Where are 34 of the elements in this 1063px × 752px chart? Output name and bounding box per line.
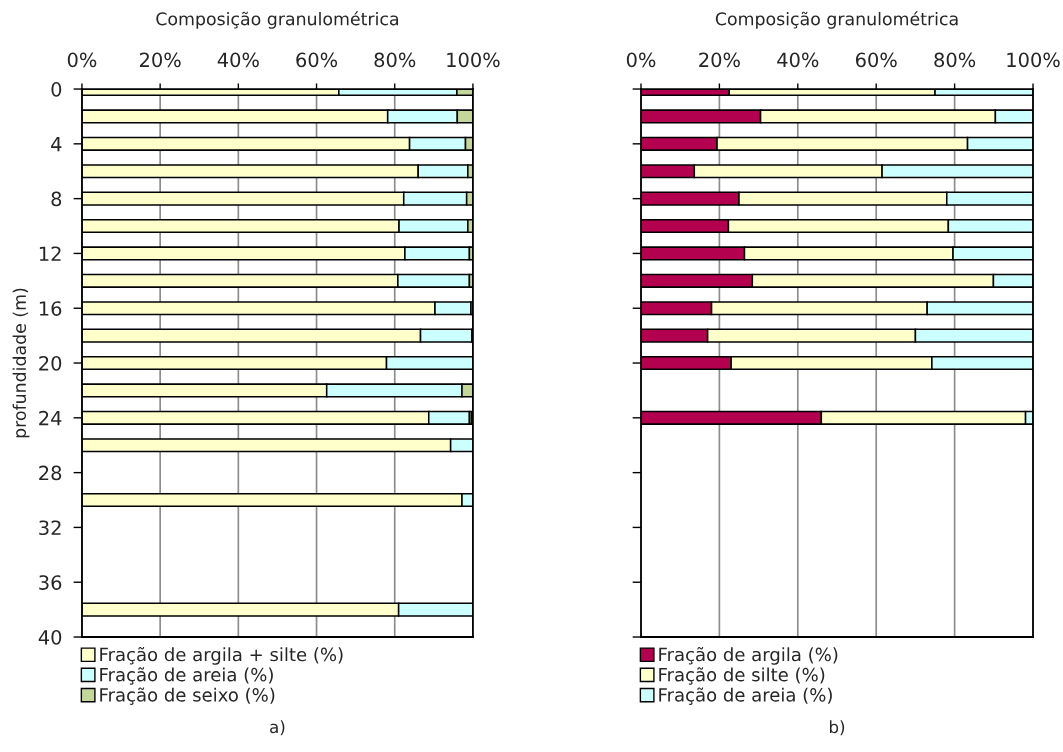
- x-tick-label: 60%: [855, 52, 897, 68]
- legend-label: Fração de seixo (%): [100, 687, 275, 705]
- y-tick-label: 32: [39, 520, 61, 536]
- y-tick-label: 0: [51, 81, 62, 97]
- x-tick-label: 20%: [699, 52, 740, 68]
- y-tick-label: 24: [39, 410, 62, 426]
- x-tick-label: 100%: [447, 52, 500, 68]
- legend-label: Fração de silte (%): [659, 667, 825, 685]
- y-tick-label: 20: [39, 355, 62, 371]
- y-tick-label: 8: [51, 191, 62, 207]
- legend-label: Fração de areia (%): [659, 687, 832, 705]
- x-tick-label: 80%: [934, 52, 976, 68]
- legend-label: Fração de argila (%): [659, 646, 838, 665]
- y-tick-label: 28: [39, 465, 62, 481]
- x-tick-label: 80%: [374, 52, 416, 68]
- x-tick-label: 40%: [217, 52, 259, 68]
- y-axis-title: profundidade (m): [12, 288, 30, 438]
- legend-label: Fração de argila + silte (%): [100, 646, 343, 665]
- legend-label: Fração de areia (%): [100, 667, 273, 685]
- y-tick-label: 4: [51, 137, 62, 152]
- chart-title: Composição granulométrica: [715, 11, 958, 29]
- x-tick-label: 20%: [139, 52, 181, 68]
- y-tick-label: 12: [39, 246, 61, 261]
- y-tick-label: 36: [39, 575, 62, 590]
- text: a): [270, 720, 285, 736]
- x-tick-label: 100%: [1007, 52, 1060, 68]
- text: b): [829, 720, 845, 736]
- x-tick-label: 40%: [777, 52, 819, 68]
- x-tick-label: 60%: [296, 52, 338, 68]
- x-tick-label: 0%: [626, 52, 656, 68]
- chart-title: Composição granulométrica: [156, 11, 399, 29]
- y-tick-label: 40: [38, 629, 62, 645]
- x-tick-label: 0%: [67, 52, 97, 68]
- y-tick-label: 16: [39, 301, 62, 316]
